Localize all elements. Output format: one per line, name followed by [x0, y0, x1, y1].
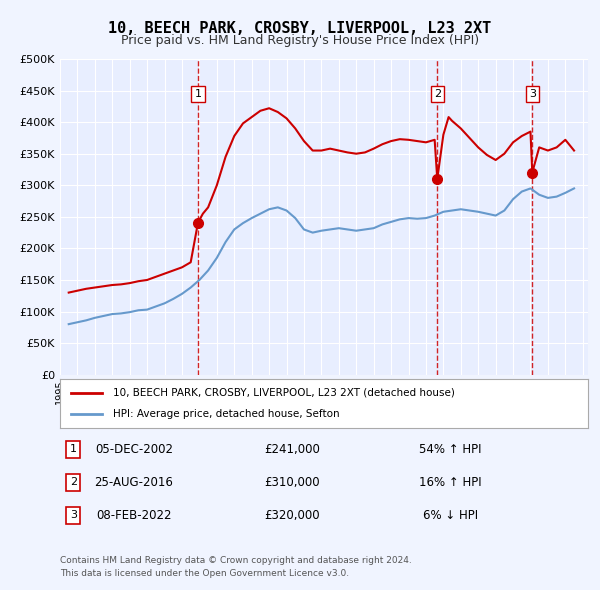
Text: Price paid vs. HM Land Registry's House Price Index (HPI): Price paid vs. HM Land Registry's House …: [121, 34, 479, 47]
Text: 16% ↑ HPI: 16% ↑ HPI: [419, 476, 482, 489]
Text: £310,000: £310,000: [265, 476, 320, 489]
Text: 6% ↓ HPI: 6% ↓ HPI: [423, 509, 478, 522]
Text: Contains HM Land Registry data © Crown copyright and database right 2024.: Contains HM Land Registry data © Crown c…: [60, 556, 412, 565]
Text: 10, BEECH PARK, CROSBY, LIVERPOOL, L23 2XT (detached house): 10, BEECH PARK, CROSBY, LIVERPOOL, L23 2…: [113, 388, 455, 398]
Text: 2: 2: [70, 477, 77, 487]
Text: 10, BEECH PARK, CROSBY, LIVERPOOL, L23 2XT: 10, BEECH PARK, CROSBY, LIVERPOOL, L23 2…: [109, 21, 491, 35]
Text: 08-FEB-2022: 08-FEB-2022: [96, 509, 172, 522]
Text: 1: 1: [194, 88, 202, 99]
Text: 3: 3: [529, 88, 536, 99]
Text: 25-AUG-2016: 25-AUG-2016: [94, 476, 173, 489]
Text: 54% ↑ HPI: 54% ↑ HPI: [419, 442, 482, 456]
Text: 05-DEC-2002: 05-DEC-2002: [95, 442, 173, 456]
Text: This data is licensed under the Open Government Licence v3.0.: This data is licensed under the Open Gov…: [60, 569, 349, 578]
Text: £241,000: £241,000: [265, 442, 320, 456]
Text: £320,000: £320,000: [265, 509, 320, 522]
Text: 2: 2: [434, 88, 441, 99]
Text: HPI: Average price, detached house, Sefton: HPI: Average price, detached house, Seft…: [113, 409, 340, 419]
Text: 3: 3: [70, 510, 77, 520]
Text: 1: 1: [70, 444, 77, 454]
